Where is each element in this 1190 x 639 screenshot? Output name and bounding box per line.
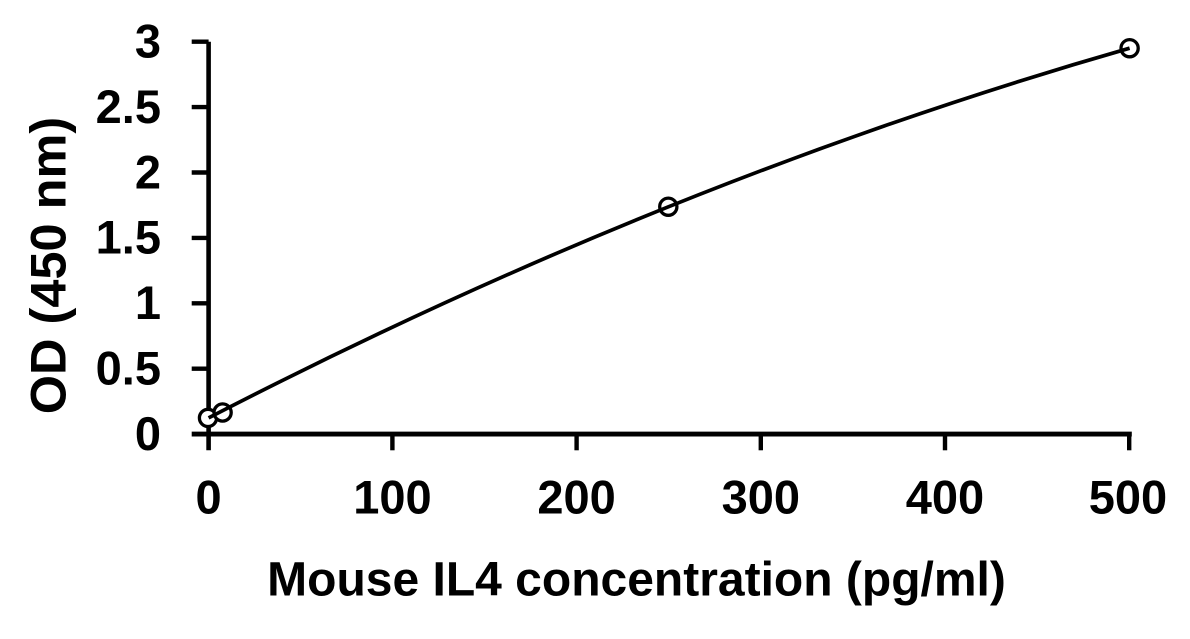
svg-text:300: 300 [722, 471, 800, 524]
svg-text:400: 400 [906, 471, 984, 524]
svg-text:0: 0 [135, 407, 161, 460]
svg-text:0: 0 [196, 471, 222, 524]
svg-text:0.5: 0.5 [96, 342, 161, 395]
svg-text:2: 2 [135, 145, 161, 198]
svg-text:3: 3 [135, 15, 161, 68]
svg-text:200: 200 [537, 471, 615, 524]
svg-text:2.5: 2.5 [96, 80, 161, 133]
svg-text:1.5: 1.5 [96, 211, 161, 264]
svg-text:1: 1 [135, 276, 161, 329]
svg-text:Mouse IL4 concentration (pg/ml: Mouse IL4 concentration (pg/ml) [267, 553, 1006, 606]
svg-text:500: 500 [1089, 471, 1167, 524]
svg-text:OD (450 nm): OD (450 nm) [20, 117, 77, 414]
svg-text:100: 100 [353, 471, 431, 524]
